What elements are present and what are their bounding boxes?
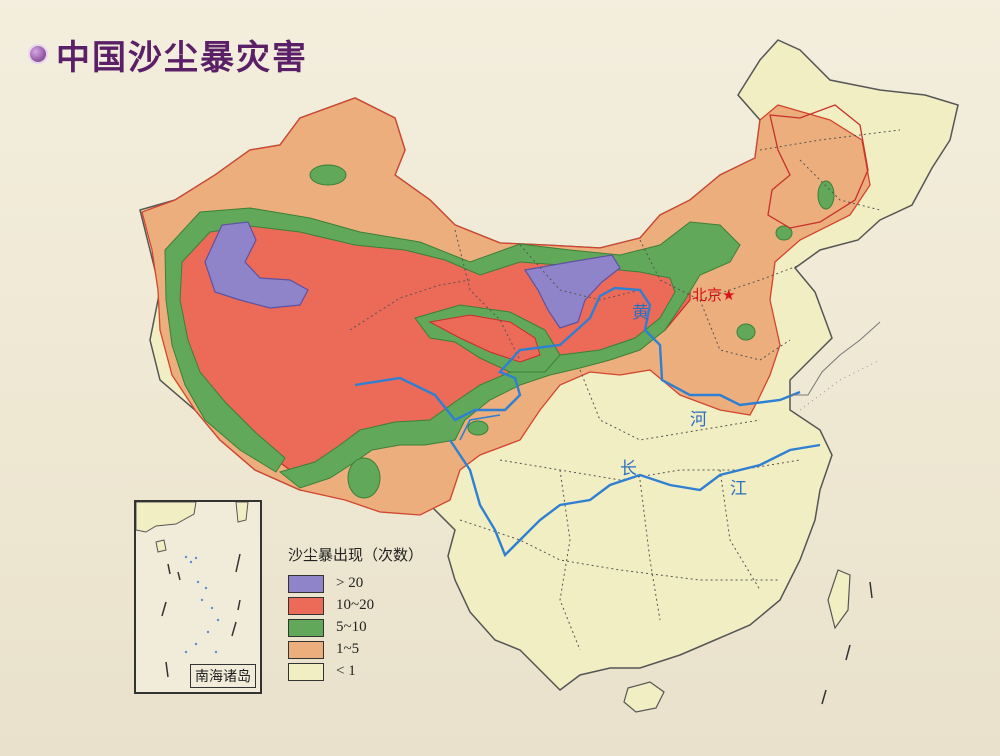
- upper-river: [459, 414, 501, 441]
- island-chain: [799, 359, 881, 411]
- inset-map: [136, 502, 249, 678]
- sea-marker-2: [845, 644, 851, 661]
- legend-label: < 1: [336, 663, 356, 679]
- legend-item: > 20: [288, 573, 468, 594]
- yellow-river-label-2: 河: [690, 410, 707, 430]
- map-title: 中国沙尘暴灾害: [30, 32, 308, 78]
- sea-marker-1: [869, 581, 873, 599]
- legend: 沙尘暴出现（次数） > 20 10~20 5~10 1~5 < 1: [288, 544, 468, 704]
- green-patch-south: [347, 457, 381, 499]
- bullet-icon: [30, 46, 46, 62]
- legend-item: 10~20: [288, 595, 468, 616]
- yangtze-river-label-2: 江: [730, 479, 747, 499]
- green-patch-north: [309, 164, 347, 186]
- legend-label: 5~10: [336, 619, 367, 635]
- legend-swatch-5-10: [288, 618, 324, 637]
- sea-marker-3: [821, 689, 827, 705]
- taiwan-island: [827, 569, 851, 630]
- yangtze-river: [449, 439, 821, 558]
- yellow-river-label-1: 黄: [632, 303, 649, 323]
- yangtze-river-label-1: 长: [620, 459, 637, 479]
- legend-label: > 20: [336, 575, 364, 591]
- legend-swatch-lt1: [288, 662, 324, 681]
- legend-item: 5~10: [288, 617, 468, 638]
- legend-label: 10~20: [336, 597, 375, 613]
- legend-label: 1~5: [336, 641, 360, 657]
- coast-line: [790, 321, 881, 396]
- green-patch-central: [736, 323, 756, 341]
- zone-gt20-east: [524, 254, 621, 329]
- inset-label: 南海诸岛: [190, 664, 256, 688]
- south-china-sea-inset: 南海诸岛: [134, 500, 262, 694]
- zone-gt20-west: [204, 221, 309, 309]
- green-patch-qh: [467, 420, 489, 436]
- yellow-river: [354, 286, 801, 422]
- capital-beijing: 北京★: [692, 286, 736, 304]
- zone-5-10: [164, 207, 741, 489]
- legend-swatch-10-20: [288, 596, 324, 615]
- zone-10-20-loop: [428, 314, 541, 363]
- title-text: 中国沙尘暴灾害: [56, 37, 308, 78]
- legend-swatch-1-5: [288, 640, 324, 659]
- green-patch-ne2: [775, 225, 793, 241]
- legend-swatch-gt20: [288, 574, 324, 593]
- legend-item: < 1: [288, 661, 468, 682]
- green-patch-ne: [817, 180, 835, 210]
- hainan-island: [623, 681, 665, 713]
- legend-item: 1~5: [288, 639, 468, 660]
- zone-10-20-ne: [767, 104, 869, 229]
- legend-title: 沙尘暴出现（次数）: [288, 546, 424, 564]
